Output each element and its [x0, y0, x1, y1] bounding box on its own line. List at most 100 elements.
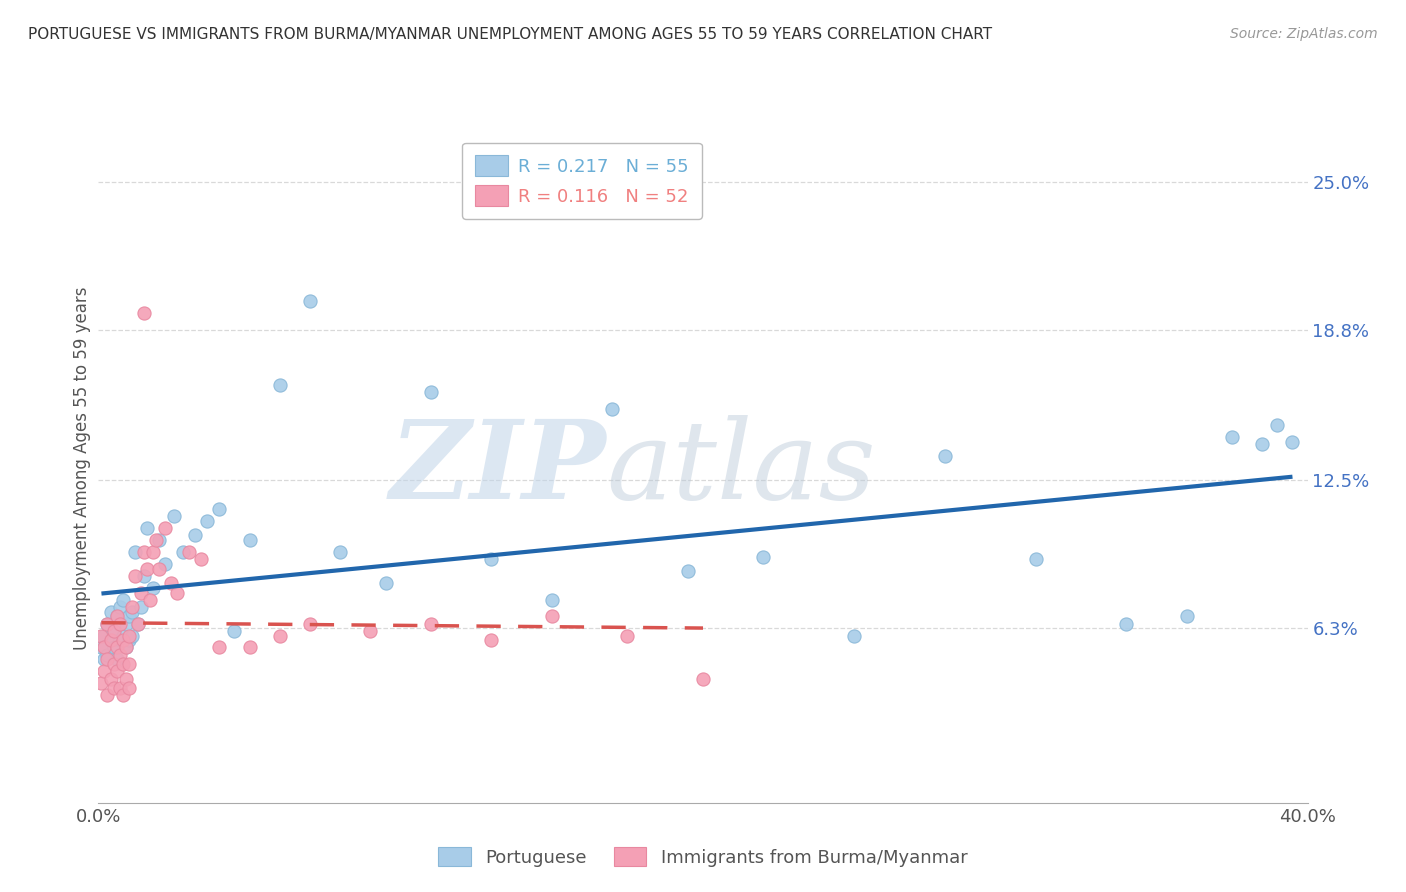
- Point: [103, 640, 125, 655]
- Point: [153, 521, 176, 535]
- Point: [93, 665, 115, 679]
- Point: [100, 633, 122, 648]
- Point: [111, 628, 134, 642]
- Point: [100, 605, 122, 619]
- Text: Source: ZipAtlas.com: Source: ZipAtlas.com: [1230, 27, 1378, 41]
- Point: [108, 681, 131, 695]
- Point: [121, 605, 143, 619]
- Point: [105, 665, 128, 679]
- Point: [132, 569, 155, 583]
- Point: [96, 688, 118, 702]
- Point: [752, 549, 775, 564]
- Point: [148, 562, 170, 576]
- Point: [153, 557, 176, 571]
- Point: [132, 545, 155, 559]
- Point: [1115, 616, 1137, 631]
- Point: [239, 640, 262, 655]
- Point: [540, 592, 562, 607]
- Point: [90, 640, 112, 655]
- Point: [299, 616, 322, 631]
- Point: [148, 533, 170, 547]
- Point: [103, 681, 125, 695]
- Point: [96, 616, 118, 631]
- Point: [172, 545, 194, 559]
- Text: ZIP: ZIP: [389, 415, 606, 522]
- Point: [111, 633, 134, 648]
- Point: [118, 609, 141, 624]
- Legend: R = 0.217   N = 55, R = 0.116   N = 52: R = 0.217 N = 55, R = 0.116 N = 52: [463, 143, 702, 219]
- Point: [481, 633, 503, 648]
- Point: [269, 628, 291, 642]
- Point: [269, 377, 291, 392]
- Point: [100, 633, 122, 648]
- Point: [114, 640, 136, 655]
- Text: atlas: atlas: [606, 415, 876, 522]
- Point: [145, 533, 167, 547]
- Y-axis label: Unemployment Among Ages 55 to 59 years: Unemployment Among Ages 55 to 59 years: [73, 286, 91, 650]
- Point: [93, 628, 115, 642]
- Point: [1220, 430, 1243, 444]
- Point: [96, 648, 118, 662]
- Point: [540, 609, 562, 624]
- Point: [1175, 609, 1198, 624]
- Point: [127, 616, 149, 631]
- Point: [184, 528, 207, 542]
- Point: [118, 681, 141, 695]
- Point: [160, 576, 183, 591]
- Text: PORTUGUESE VS IMMIGRANTS FROM BURMA/MYANMAR UNEMPLOYMENT AMONG AGES 55 TO 59 YEA: PORTUGUESE VS IMMIGRANTS FROM BURMA/MYAN…: [28, 27, 993, 42]
- Point: [239, 533, 262, 547]
- Point: [360, 624, 382, 638]
- Point: [121, 628, 143, 642]
- Point: [692, 672, 714, 686]
- Point: [1265, 418, 1288, 433]
- Point: [105, 652, 128, 666]
- Point: [166, 585, 188, 599]
- Point: [616, 628, 638, 642]
- Point: [135, 521, 157, 535]
- Point: [114, 672, 136, 686]
- Point: [105, 609, 128, 624]
- Point: [190, 552, 212, 566]
- Point: [90, 676, 112, 690]
- Point: [114, 640, 136, 655]
- Point: [676, 564, 699, 578]
- Point: [124, 569, 146, 583]
- Legend: Portuguese, Immigrants from Burma/Myanmar: Portuguese, Immigrants from Burma/Myanma…: [432, 840, 974, 874]
- Point: [419, 616, 441, 631]
- Point: [163, 509, 186, 524]
- Point: [224, 624, 246, 638]
- Point: [118, 628, 141, 642]
- Point: [108, 599, 131, 614]
- Point: [129, 599, 152, 614]
- Point: [103, 624, 125, 638]
- Point: [103, 624, 125, 638]
- Point: [177, 545, 201, 559]
- Point: [1024, 552, 1046, 566]
- Point: [142, 545, 165, 559]
- Point: [127, 616, 149, 631]
- Point: [419, 384, 441, 399]
- Point: [139, 592, 162, 607]
- Point: [374, 576, 396, 591]
- Point: [844, 628, 866, 642]
- Point: [129, 585, 152, 599]
- Point: [329, 545, 352, 559]
- Point: [111, 592, 134, 607]
- Point: [111, 657, 134, 672]
- Point: [114, 616, 136, 631]
- Point: [108, 648, 131, 662]
- Point: [135, 562, 157, 576]
- Point: [195, 514, 218, 528]
- Point: [124, 545, 146, 559]
- Point: [108, 616, 131, 631]
- Point: [132, 306, 155, 320]
- Point: [118, 633, 141, 648]
- Point: [105, 609, 128, 624]
- Point: [108, 633, 131, 648]
- Point: [934, 450, 956, 464]
- Point: [121, 599, 143, 614]
- Point: [105, 640, 128, 655]
- Point: [100, 672, 122, 686]
- Point: [103, 657, 125, 672]
- Point: [481, 552, 503, 566]
